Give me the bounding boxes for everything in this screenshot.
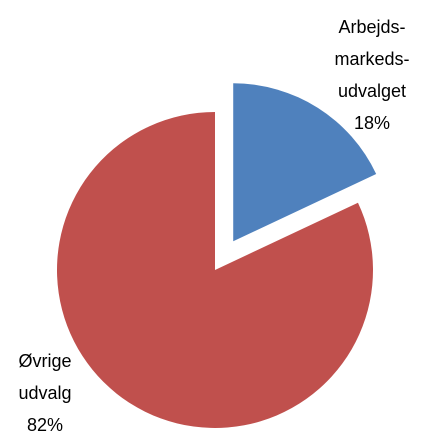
pie-slice (233, 83, 377, 242)
value-label: 18% (354, 113, 390, 133)
pie-slice (57, 112, 373, 428)
slice-label: udvalg (18, 383, 71, 403)
value-label: 82% (27, 415, 63, 435)
slice-label: udvalget (338, 81, 406, 101)
slice-label: markeds- (334, 49, 409, 69)
slice-label: Arbejds- (338, 17, 405, 37)
slice-label: Øvrige (18, 351, 71, 371)
